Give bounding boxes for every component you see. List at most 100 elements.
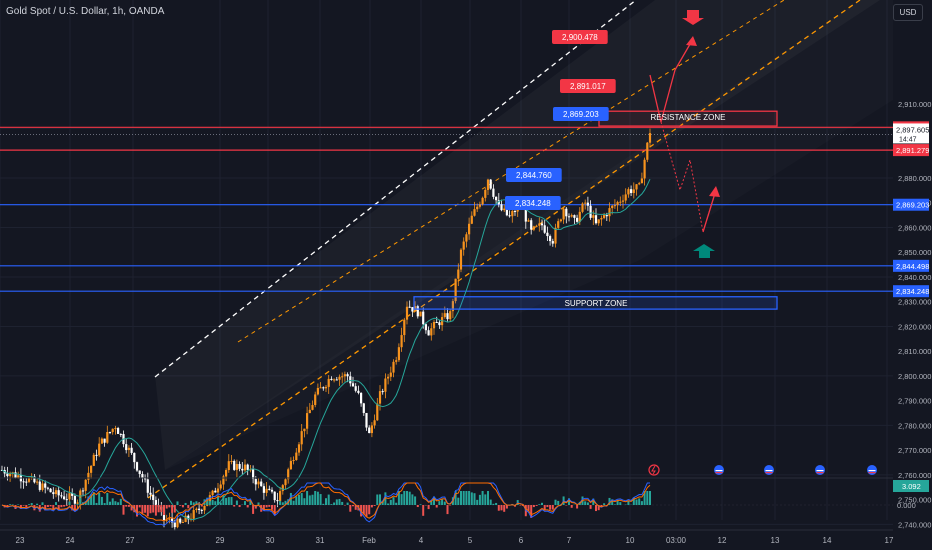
candlesticks xyxy=(0,128,652,531)
time-tick-label: 03:00 xyxy=(666,536,687,545)
osc-histogram-bar xyxy=(352,505,354,507)
osc-histogram-bar xyxy=(95,502,98,505)
osc-histogram-bar xyxy=(462,491,465,505)
osc-histogram-bar xyxy=(500,505,503,511)
price-tick-label: 2,740.000 xyxy=(898,520,931,529)
osc-histogram-bar xyxy=(214,501,217,505)
candle-body xyxy=(46,487,49,489)
candle-body xyxy=(443,313,446,318)
candle-body xyxy=(92,454,95,466)
osc-histogram-bar xyxy=(246,505,249,508)
candle-body xyxy=(44,483,47,488)
candle-body xyxy=(243,464,247,471)
resistance-zone-label: RESISTANCE ZONE xyxy=(651,113,726,122)
candle-body xyxy=(241,468,244,471)
candle-body xyxy=(540,223,544,226)
candle-body xyxy=(235,464,238,470)
candle-body xyxy=(446,313,449,320)
osc-histogram-bar xyxy=(195,501,198,505)
osc-histogram-bar xyxy=(125,505,128,507)
chart-level-label-bg xyxy=(560,79,616,93)
currency-selector[interactable]: USD xyxy=(893,4,923,21)
candle-body xyxy=(252,469,255,479)
candle-body xyxy=(146,479,149,493)
osc-histogram-bar xyxy=(327,494,330,505)
osc-histogram-bar xyxy=(55,502,57,505)
candle-body xyxy=(454,278,457,302)
osc-histogram-bar xyxy=(422,505,425,516)
osc-histogram-bar xyxy=(646,491,649,505)
osc-histogram-bar xyxy=(530,505,533,518)
osc-histogram-bar xyxy=(206,497,209,505)
candle-body xyxy=(465,234,468,242)
candle-body xyxy=(195,508,198,511)
osc-histogram-bar xyxy=(76,504,79,505)
osc-histogram-bar xyxy=(168,505,171,508)
us-flag-stripe xyxy=(868,470,876,472)
candle-body xyxy=(95,454,98,456)
osc-histogram-bar xyxy=(427,505,430,510)
osc-histogram-bar xyxy=(122,505,125,515)
candle-body xyxy=(524,208,527,222)
osc-histogram-bar xyxy=(181,505,184,508)
osc-histogram-bar xyxy=(468,491,471,505)
osc-histogram-bar xyxy=(616,500,619,505)
candle-body xyxy=(451,301,454,312)
time-tick-label: 30 xyxy=(266,536,275,545)
candle-body xyxy=(381,391,384,393)
osc-histogram-bar xyxy=(262,505,265,511)
candle-body xyxy=(403,319,406,336)
candle-body xyxy=(546,232,549,237)
osc-histogram-bar xyxy=(295,496,298,505)
time-tick-label: 31 xyxy=(316,536,325,545)
candle-body xyxy=(54,490,58,495)
candle-body xyxy=(171,518,174,523)
candle-body xyxy=(489,179,492,189)
candle-body xyxy=(262,486,265,493)
osc-histogram-bar xyxy=(138,505,141,508)
chart-level-label: 2,834.248 xyxy=(515,199,551,208)
osc-histogram-bar xyxy=(160,505,163,513)
candle-body xyxy=(303,428,306,432)
candle-body xyxy=(208,495,211,503)
osc-histogram-bar xyxy=(79,497,82,505)
channel-lower-line xyxy=(147,0,861,499)
candle-body xyxy=(408,306,411,308)
candle-body xyxy=(532,226,535,230)
osc-histogram-bar xyxy=(505,505,508,509)
chart-level-label: 2,891.017 xyxy=(570,82,606,91)
osc-histogram-bar xyxy=(92,492,95,505)
osc-histogram-bar xyxy=(130,505,133,511)
osc-histogram-bar xyxy=(211,499,214,505)
candle-body xyxy=(297,444,301,453)
candle-body xyxy=(138,470,141,474)
time-tick-label: 7 xyxy=(567,536,572,545)
us-flag-stripe xyxy=(765,472,773,474)
osc-histogram-bar xyxy=(281,502,284,505)
osc-histogram-bar xyxy=(589,505,592,509)
price-tick-label: 2,820.000 xyxy=(898,322,931,331)
osc-histogram-bar xyxy=(268,505,271,507)
candle-body xyxy=(144,478,147,480)
candle-body xyxy=(281,485,284,492)
candle-body xyxy=(108,432,112,434)
current-price-tag: 2,897.605 xyxy=(896,125,929,134)
candle-body xyxy=(284,479,287,486)
candle-body xyxy=(25,481,28,483)
candle-body xyxy=(60,495,63,497)
candle-body xyxy=(554,227,557,244)
candle-body xyxy=(324,386,328,389)
osc-histogram-bar xyxy=(57,505,60,511)
osc-histogram-bar xyxy=(46,505,49,507)
price-tick-label: 2,810.000 xyxy=(898,347,931,356)
osc-histogram-bar xyxy=(554,499,557,505)
candle-body xyxy=(165,519,168,521)
lightning-event-icon xyxy=(648,464,660,476)
candle-body xyxy=(154,500,157,506)
osc-histogram-bar xyxy=(503,505,506,512)
candle-body xyxy=(311,405,314,410)
candle-body xyxy=(225,470,228,477)
osc-histogram-bar xyxy=(171,505,174,513)
osc-histogram-bar xyxy=(187,505,190,509)
osc-histogram-bar xyxy=(365,505,368,517)
